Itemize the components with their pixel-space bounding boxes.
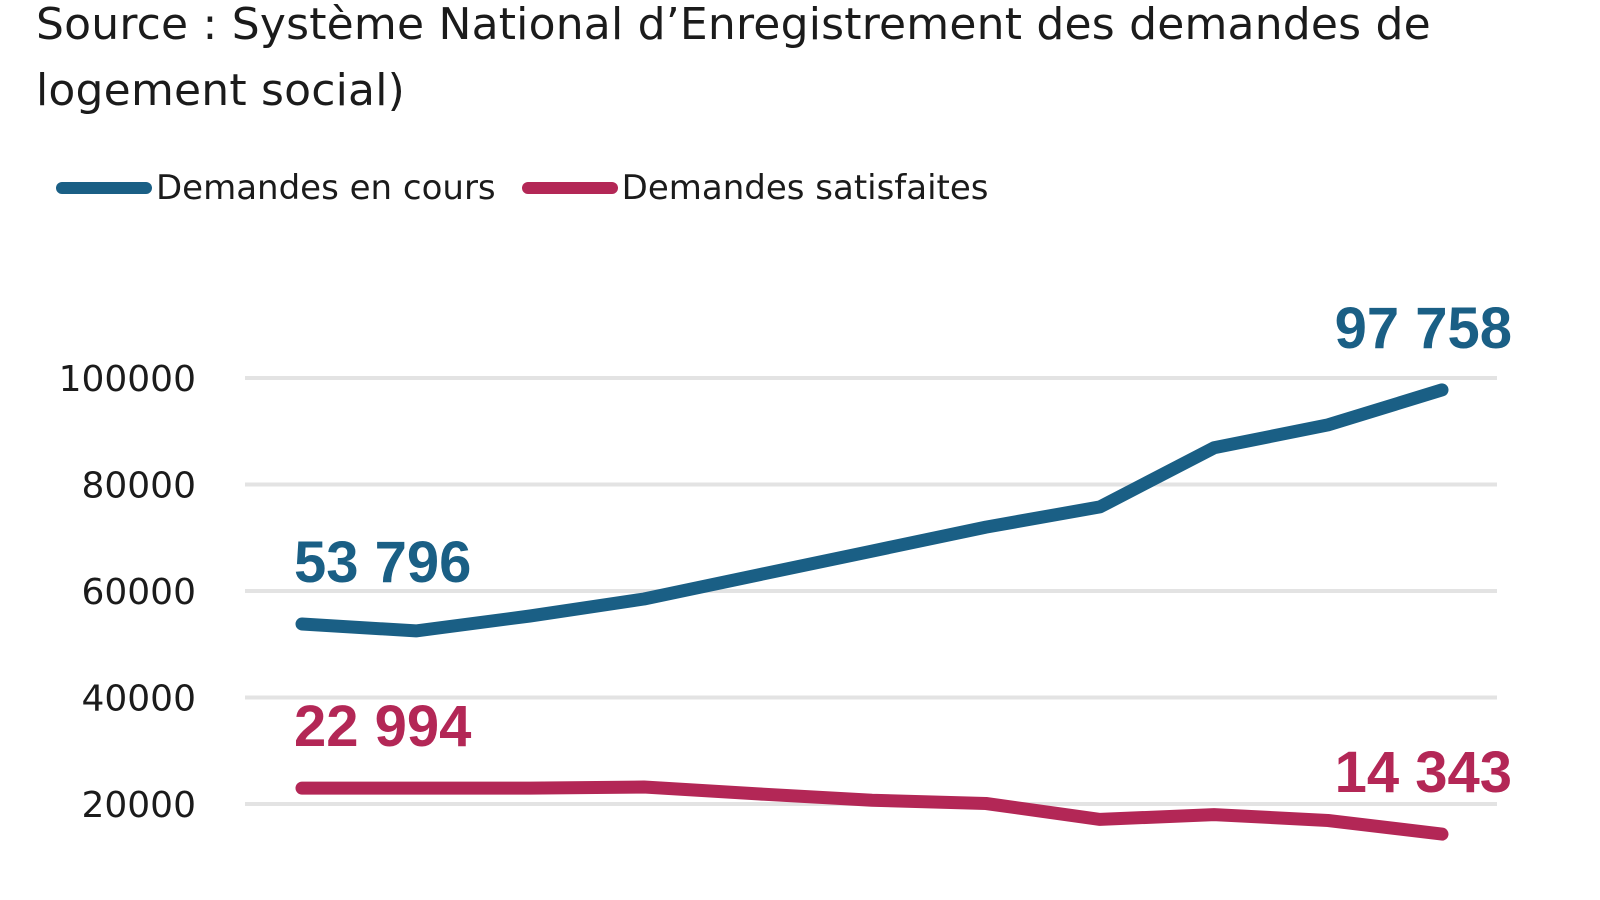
data-label-demandes-en-cours-1: 53 796 [294,530,471,595]
legend-swatch-demandes-en-cours [56,182,152,194]
y-tick-label-80000: 80000 [81,466,196,507]
y-axis: 20000 40000 60000 80000 100000 [59,359,196,826]
data-labels: 53 796 97 758 22 994 14 343 [294,296,1512,805]
y-tick-label-100000: 100000 [59,359,196,400]
y-tick-label-40000: 40000 [81,679,196,720]
legend-label-demandes-satisfaites: Demandes satisfaites [621,168,989,208]
legend-item-demandes-satisfaites: Demandes satisfaites [521,168,989,208]
data-label-demandes-en-cours-11: 97 758 [1335,296,1512,361]
chart-title: Source : Système National d’Enregistreme… [36,0,1431,116]
legend-swatch-demandes-satisfaites [521,182,618,194]
legend: Demandes en cours Demandes satisfaites [56,168,1015,208]
data-label-demandes-satisfaites-11: 14 343 [1335,740,1512,805]
y-tick-label-60000: 60000 [81,572,196,613]
gridlines [245,376,1497,806]
series-line-demandes-satisfaites [295,780,1449,841]
series-line-demandes-en-cours [295,383,1449,638]
legend-item-demandes-en-cours: Demandes en cours [56,168,496,208]
data-label-demandes-satisfaites-1: 22 994 [294,694,471,759]
series-lines [295,383,1449,841]
y-tick-label-20000: 20000 [81,785,196,826]
legend-label-demandes-en-cours: Demandes en cours [156,168,496,208]
